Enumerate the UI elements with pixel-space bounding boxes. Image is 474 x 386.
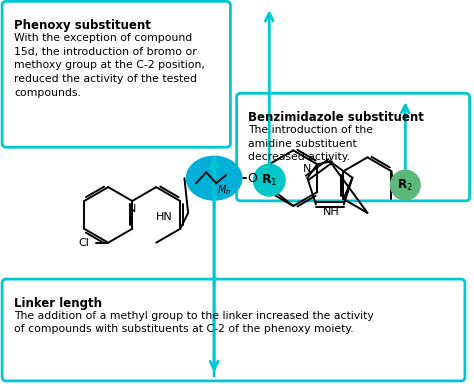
FancyBboxPatch shape — [2, 2, 230, 147]
Text: N: N — [303, 164, 311, 174]
Text: Linker length: Linker length — [14, 297, 102, 310]
Circle shape — [254, 164, 285, 196]
Text: Cl: Cl — [79, 238, 90, 248]
Text: Benzimidazole substituent: Benzimidazole substituent — [248, 111, 424, 124]
Text: With the exception of compound
15d, the introduction of bromo or
methoxy group a: With the exception of compound 15d, the … — [14, 33, 205, 98]
FancyBboxPatch shape — [237, 93, 470, 201]
Circle shape — [391, 170, 420, 200]
Text: M$_n$: M$_n$ — [217, 183, 231, 197]
Text: The addition of a methyl group to the linker increased the activity
of compounds: The addition of a methyl group to the li… — [14, 311, 374, 335]
Text: NH: NH — [323, 207, 340, 217]
Text: Phenoxy substituent: Phenoxy substituent — [14, 19, 151, 32]
Text: N: N — [128, 204, 137, 214]
Text: O: O — [247, 172, 256, 185]
Text: HN: HN — [155, 212, 172, 222]
FancyBboxPatch shape — [2, 279, 465, 381]
Text: R$_1$: R$_1$ — [261, 173, 277, 188]
Ellipse shape — [186, 156, 242, 200]
Text: The introduction of the
amidine substituent
decreased activity.: The introduction of the amidine substitu… — [248, 125, 374, 162]
Text: R$_2$: R$_2$ — [398, 178, 413, 193]
